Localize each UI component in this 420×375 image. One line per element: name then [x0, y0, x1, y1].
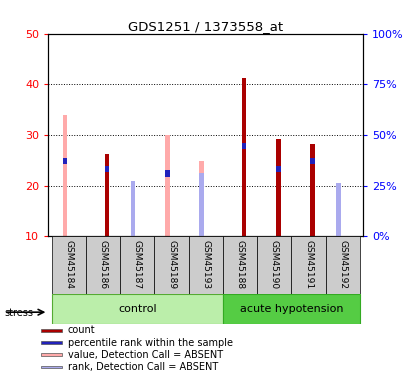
Text: GSM45188: GSM45188: [236, 240, 244, 290]
Bar: [41, 366, 62, 368]
Bar: [131, 188, 135, 236]
Bar: [86, 236, 120, 294]
Bar: [63, 115, 67, 236]
Bar: [336, 183, 341, 236]
Bar: [105, 166, 110, 172]
Bar: [165, 170, 170, 177]
Bar: [326, 236, 360, 294]
Bar: [242, 78, 247, 236]
Text: control: control: [118, 304, 157, 314]
Title: GDS1251 / 1373558_at: GDS1251 / 1373558_at: [128, 20, 284, 33]
Bar: [242, 142, 247, 148]
Text: GSM45186: GSM45186: [99, 240, 108, 290]
Bar: [276, 166, 281, 172]
Text: value, Detection Call = ABSENT: value, Detection Call = ABSENT: [68, 350, 223, 360]
Bar: [52, 236, 86, 294]
Bar: [276, 138, 281, 236]
Bar: [120, 236, 155, 294]
Bar: [105, 154, 110, 236]
Bar: [223, 294, 360, 324]
Bar: [336, 206, 341, 236]
Text: percentile rank within the sample: percentile rank within the sample: [68, 338, 233, 348]
Text: GSM45184: GSM45184: [64, 240, 74, 290]
Text: GSM45191: GSM45191: [304, 240, 313, 290]
Text: GSM45193: GSM45193: [201, 240, 210, 290]
Bar: [291, 236, 326, 294]
Bar: [189, 236, 223, 294]
Text: GSM45190: GSM45190: [270, 240, 279, 290]
Bar: [131, 181, 135, 236]
Bar: [52, 294, 223, 324]
Bar: [41, 341, 62, 344]
Bar: [200, 161, 204, 236]
Bar: [223, 236, 257, 294]
Bar: [310, 158, 315, 164]
Text: acute hypotension: acute hypotension: [240, 304, 343, 314]
Bar: [257, 236, 291, 294]
Text: GSM45189: GSM45189: [167, 240, 176, 290]
Bar: [155, 236, 189, 294]
Bar: [41, 329, 62, 332]
Bar: [310, 144, 315, 236]
Text: rank, Detection Call = ABSENT: rank, Detection Call = ABSENT: [68, 362, 218, 372]
Text: count: count: [68, 326, 95, 336]
Bar: [63, 158, 67, 164]
Text: GSM45187: GSM45187: [133, 240, 142, 290]
Text: GSM45192: GSM45192: [338, 240, 347, 290]
Bar: [165, 135, 170, 236]
Bar: [41, 353, 62, 356]
Bar: [200, 173, 204, 236]
Text: stress: stress: [4, 308, 33, 318]
